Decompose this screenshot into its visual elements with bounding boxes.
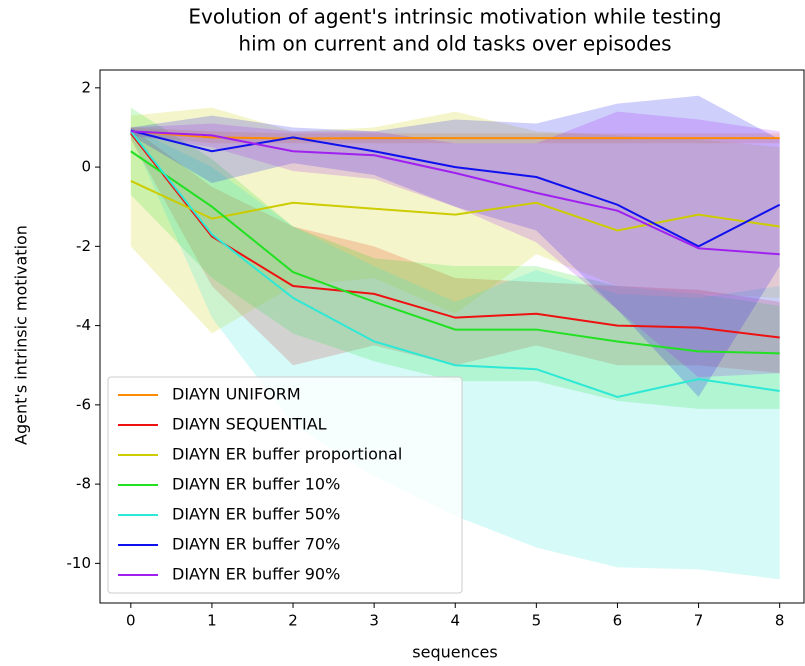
plot-area	[130, 95, 781, 580]
y-tick-label: 2	[81, 78, 91, 96]
legend-label: DIAYN SEQUENTIAL	[172, 415, 327, 434]
x-tick-label: 8	[775, 612, 785, 630]
legend-label: DIAYN ER buffer 90%	[172, 565, 340, 584]
line	[130, 130, 780, 256]
band	[130, 127, 780, 580]
y-axis-label: Agent's intrinsic motivation	[12, 225, 31, 445]
legend-label: DIAYN ER buffer 10%	[172, 475, 340, 494]
x-tick-label: 5	[532, 612, 542, 630]
y-tick-label: -10	[67, 554, 92, 572]
x-tick-label: 6	[613, 612, 623, 630]
band	[130, 111, 780, 378]
line	[130, 180, 780, 232]
band	[130, 95, 780, 397]
x-tick-label: 3	[369, 612, 379, 630]
legend-label: DIAYN UNIFORM	[172, 385, 301, 404]
x-tick-label: 1	[207, 612, 217, 630]
x-axis-label: sequences	[412, 643, 497, 662]
legend-box	[107, 376, 463, 594]
band	[130, 127, 780, 374]
band	[130, 107, 780, 334]
x-tick-label: 2	[288, 612, 298, 630]
x-tick-label: 0	[126, 612, 136, 630]
legend-label: DIAYN ER buffer 50%	[172, 505, 340, 524]
legend-label: DIAYN ER buffer proportional	[172, 445, 402, 464]
y-tick-label: -4	[76, 316, 91, 334]
y-tick-label: 0	[81, 158, 91, 176]
line	[130, 130, 780, 398]
y-tick-label: -8	[76, 475, 91, 493]
x-tick-label: 7	[694, 612, 704, 630]
x-tick-label: 4	[450, 612, 460, 630]
line	[130, 132, 780, 339]
chart-title: him on current and old tasks over episod…	[238, 32, 671, 56]
chart-title: Evolution of agent's intrinsic motivatio…	[188, 5, 721, 29]
line	[130, 129, 781, 248]
plot-frame	[99, 69, 805, 604]
line	[130, 150, 780, 355]
legend-label: DIAYN ER buffer 70%	[172, 535, 340, 554]
band	[130, 107, 780, 409]
y-tick-label: -6	[76, 395, 91, 413]
line	[130, 130, 780, 140]
y-tick-label: -2	[76, 237, 91, 255]
